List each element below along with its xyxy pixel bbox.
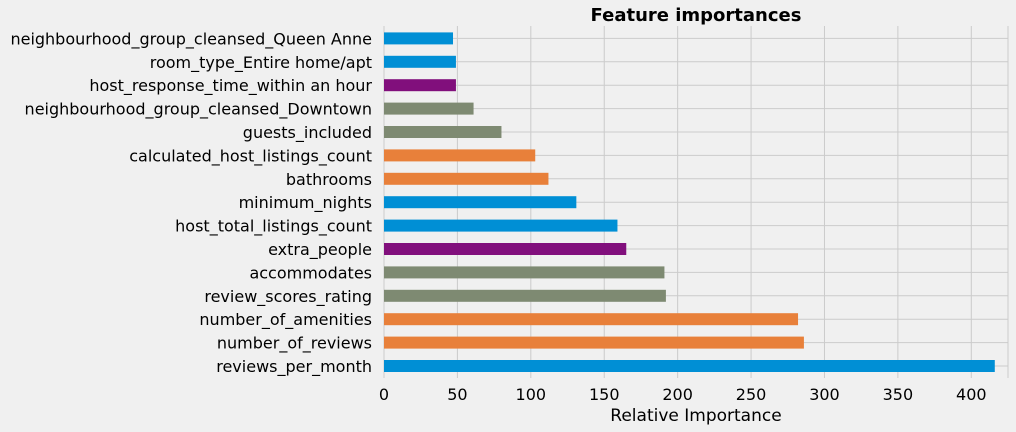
bar xyxy=(384,266,665,279)
bar xyxy=(384,55,456,68)
bar xyxy=(384,149,536,162)
y-tick-label: host_total_listings_count xyxy=(175,217,372,237)
x-tick-label: 50 xyxy=(447,385,467,404)
chart-title: Feature importances xyxy=(591,5,802,26)
y-tick-label: number_of_amenities xyxy=(199,310,372,330)
x-tick-label: 100 xyxy=(516,385,547,404)
bar xyxy=(384,360,995,372)
y-tick-label: number_of_reviews xyxy=(217,334,372,354)
x-axis-title: Relative Importance xyxy=(610,406,781,426)
y-tick-label: bathrooms xyxy=(286,170,372,189)
x-tick-label: 0 xyxy=(379,385,389,404)
x-tick-label: 250 xyxy=(736,385,767,404)
x-tick-label: 150 xyxy=(589,385,620,404)
bar xyxy=(384,196,577,209)
bar xyxy=(384,172,549,185)
bar xyxy=(384,243,627,255)
x-tick-label: 350 xyxy=(883,385,914,404)
y-tick-label: minimum_nights xyxy=(239,193,372,213)
y-tick-label: reviews_per_month xyxy=(216,357,372,377)
y-tick-labels: reviews_per_month number_of_reviews number… xyxy=(10,29,372,377)
x-tick-label: 400 xyxy=(956,385,987,404)
x-tick-label: 300 xyxy=(809,385,840,404)
y-tick-label: review_scores_rating xyxy=(204,287,372,307)
bar xyxy=(384,289,666,302)
y-tick-label: room_type_Entire home/apt xyxy=(150,53,372,73)
x-tick-label: 200 xyxy=(662,385,693,404)
y-tick-label: accommodates xyxy=(249,263,372,282)
y-tick-label: neighbourhood_group_cleansed_Queen Anne xyxy=(10,29,372,49)
bar xyxy=(384,126,502,138)
y-tick-label: calculated_host_listings_count xyxy=(129,146,372,166)
y-tick-label: extra_people xyxy=(268,240,372,260)
y-tick-label: neighbourhood_group_cleansed_Downtown xyxy=(25,100,372,120)
bars xyxy=(384,32,995,372)
y-tick-label: guests_included xyxy=(243,123,372,143)
bar xyxy=(384,313,799,326)
bar xyxy=(384,336,804,349)
bar xyxy=(384,32,454,45)
x-tick-labels: 0 50 100 150 200 250 300 350 400 xyxy=(379,385,987,404)
bar xyxy=(384,219,618,232)
y-tick-label: host_response_time_within an hour xyxy=(89,76,372,96)
bar xyxy=(384,102,474,115)
bar xyxy=(384,79,456,92)
